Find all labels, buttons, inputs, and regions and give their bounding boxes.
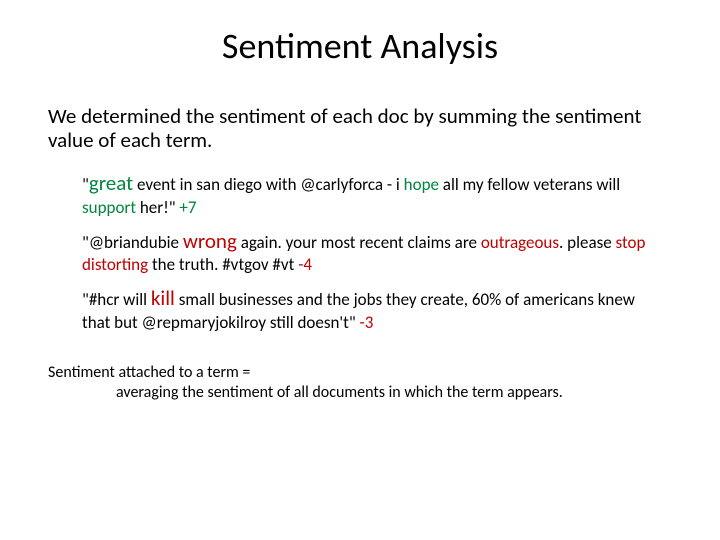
text-run: all my fellow veterans will	[439, 174, 620, 195]
text-run: again. your most recent claims are	[237, 232, 481, 253]
slide-container: Sentiment Analysis We determined the sen…	[0, 0, 720, 540]
quote-open: "	[82, 174, 89, 195]
slide-title: Sentiment Analysis	[48, 24, 672, 68]
sentiment-score: -4	[298, 254, 312, 275]
text-run: "#hcr will	[82, 289, 151, 310]
text-run: event in san diego with @carlyforca - i	[133, 174, 404, 195]
text-run: "@briandubie	[82, 232, 183, 253]
example-1: "great event in san diego with @carlyfor…	[82, 170, 662, 218]
sentiment-word-distorting: distorting	[82, 254, 148, 275]
intro-text: We determined the sentiment of each doc …	[48, 104, 672, 152]
sentiment-word-outrageous: outrageous	[481, 232, 559, 253]
sentiment-word-great: great	[89, 170, 133, 196]
note-line-1: Sentiment attached to a term =	[48, 363, 250, 382]
text-run: the truth. #vtgov #vt	[148, 254, 298, 275]
example-3: "#hcr will kill small businesses and the…	[82, 285, 662, 333]
sentiment-word-stop: stop	[616, 232, 646, 253]
example-2: "@briandubie wrong again. your most rece…	[82, 228, 662, 276]
sentiment-score: -3	[360, 312, 374, 333]
footer-note: Sentiment attached to a term = averaging…	[48, 363, 672, 403]
sentiment-word-kill: kill	[151, 285, 175, 311]
text-run: . please	[559, 232, 616, 253]
sentiment-word-support: support	[82, 197, 136, 218]
note-line-2: averaging the sentiment of all documents…	[48, 383, 672, 403]
sentiment-word-wrong: wrong	[183, 228, 237, 254]
sentiment-score: +7	[179, 197, 196, 218]
sentiment-word-hope: hope	[404, 174, 439, 195]
text-run: her!"	[136, 197, 179, 218]
examples-block: "great event in san diego with @carlyfor…	[48, 170, 672, 333]
